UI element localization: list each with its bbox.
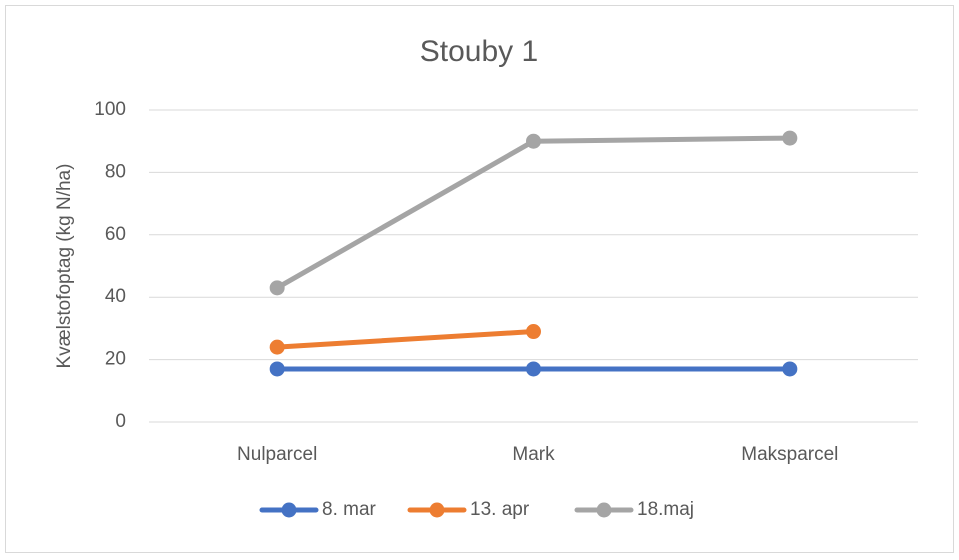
y-tick-label: 0 <box>115 411 126 432</box>
legend-marker <box>596 502 612 518</box>
series-line <box>274 329 536 350</box>
y-tick-label: 40 <box>105 286 126 307</box>
legend-marker <box>429 502 445 518</box>
y-tick-label: 60 <box>105 224 126 245</box>
y-tick-label: 80 <box>105 161 126 182</box>
marker <box>526 361 541 377</box>
marker <box>526 133 541 149</box>
chart-title: Stouby 1 <box>420 35 538 68</box>
y-tick-label: 20 <box>105 349 126 370</box>
x-tick-label: Nulparcel <box>237 444 317 465</box>
marker <box>269 280 285 296</box>
marker <box>526 324 541 340</box>
y-tick-label: 100 <box>94 99 126 120</box>
legend-label: 13. apr <box>470 499 530 520</box>
marker <box>782 361 798 377</box>
marker <box>782 130 798 146</box>
y-axis-label: Kvælstofoptag (kg N/ha) <box>54 164 75 369</box>
marker <box>269 339 285 355</box>
legend-label: 18.maj <box>637 499 694 520</box>
legend-marker <box>281 502 297 518</box>
chart-border <box>5 5 954 553</box>
marker <box>269 361 285 377</box>
legend-label: 8. mar <box>322 499 377 520</box>
x-tick-label: Mark <box>512 444 555 465</box>
x-tick-label: Maksparcel <box>741 444 838 465</box>
